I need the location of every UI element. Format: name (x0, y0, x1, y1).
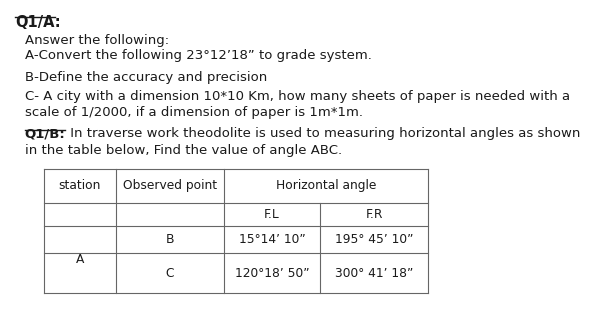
Text: A-Convert the following 23°12’18” to grade system.: A-Convert the following 23°12’18” to gra… (25, 49, 372, 62)
Text: F.L: F.L (264, 208, 280, 221)
Text: Q1/B:: Q1/B: (25, 127, 66, 140)
Text: B: B (166, 233, 174, 246)
Text: 15°14’ 10”: 15°14’ 10” (239, 233, 306, 246)
Text: scale of 1/2000, if a dimension of paper is 1m*1m.: scale of 1/2000, if a dimension of paper… (25, 106, 363, 119)
Text: 195° 45’ 10”: 195° 45’ 10” (335, 233, 413, 246)
Text: in the table below, Find the value of angle ABC.: in the table below, Find the value of an… (25, 144, 342, 157)
Text: C- A city with a dimension 10*10 Km, how many sheets of paper is needed with a: C- A city with a dimension 10*10 Km, how… (25, 91, 570, 104)
Text: Observed point: Observed point (123, 179, 217, 192)
Text: Horizontal angle: Horizontal angle (276, 179, 376, 192)
Text: F.R: F.R (365, 208, 382, 221)
Text: 120°18’ 50”: 120°18’ 50” (235, 267, 309, 280)
Text: C: C (166, 267, 174, 280)
Text: B-Define the accuracy and precision: B-Define the accuracy and precision (25, 70, 267, 83)
Text: A: A (76, 253, 84, 266)
Text: Answer the following:: Answer the following: (25, 34, 169, 46)
Text: Q1/A:: Q1/A: (15, 15, 61, 30)
Text: 300° 41’ 18”: 300° 41’ 18” (335, 267, 413, 280)
Text: In traverse work theodolite is used to measuring horizontal angles as shown: In traverse work theodolite is used to m… (66, 127, 580, 140)
Text: station: station (59, 179, 101, 192)
